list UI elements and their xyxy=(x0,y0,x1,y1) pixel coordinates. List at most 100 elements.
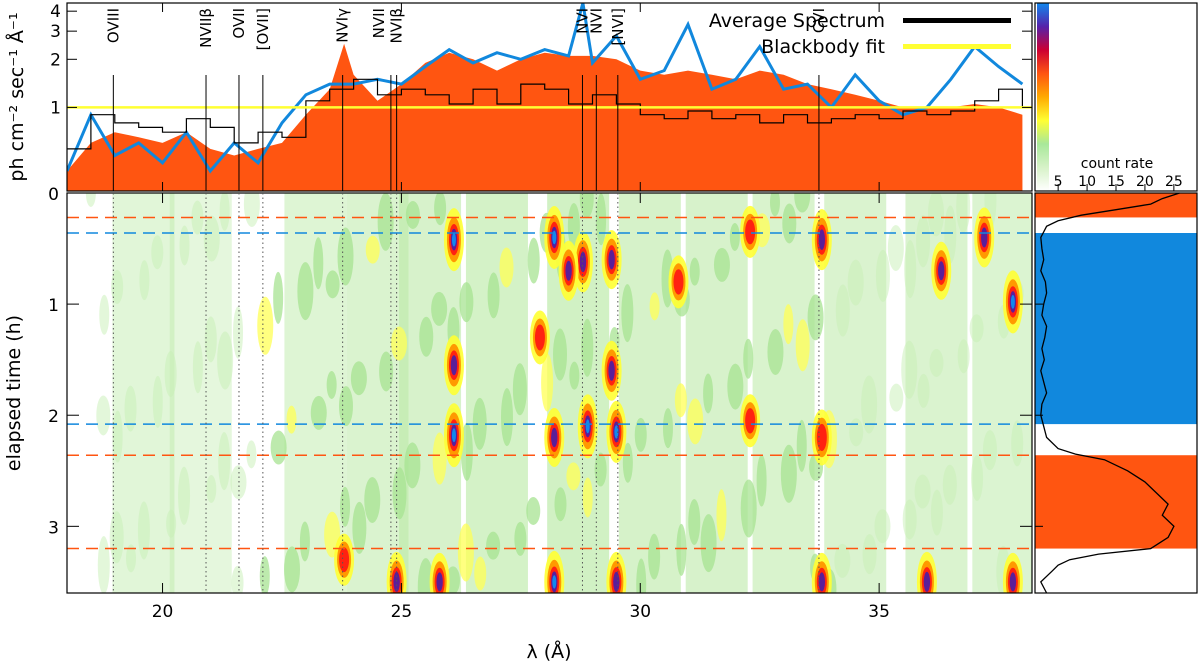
heatmap-hotspot-peak xyxy=(451,232,456,247)
heatmap-texture-blob xyxy=(581,318,594,377)
heatmap-texture-blob xyxy=(700,514,717,573)
light-curve-frame xyxy=(1034,192,1198,594)
heatmap-x-axis-title: λ (Å) xyxy=(526,640,571,663)
heatmap-texture-blob xyxy=(206,475,217,503)
heatmap-hotspot-core xyxy=(613,571,620,592)
heatmap-texture-blob xyxy=(756,454,767,507)
heatmap-texture-blob xyxy=(337,227,354,286)
heatmap-texture-blob xyxy=(219,193,230,231)
heatmap-texture-blob xyxy=(419,316,434,357)
heatmap-texture-blob xyxy=(916,215,931,268)
heatmap-texture-blob xyxy=(246,440,257,469)
line-id-label: NVI xyxy=(587,8,605,34)
heatmap-texture-blob xyxy=(96,395,111,436)
heatmap-texture-blob xyxy=(729,223,740,251)
heatmap-hotspot-peak xyxy=(1010,295,1015,309)
spectrum-y-tick-label: 2 xyxy=(50,50,61,70)
heatmap-texture-blob xyxy=(713,247,730,282)
heatmap-x-tick-label: 20 xyxy=(152,602,174,622)
heatmap-texture-blob xyxy=(969,314,984,343)
heatmap-texture-blob xyxy=(887,225,904,271)
heatmap-texture-blob xyxy=(942,464,957,505)
heatmap-texture-blob xyxy=(124,385,137,432)
heatmap-texture-blob xyxy=(594,452,607,487)
spectrum-y-tick-label: 4 xyxy=(50,2,61,22)
heatmap-texture-blob xyxy=(807,294,824,341)
heatmap-texture-blob xyxy=(500,388,513,447)
heatmap-x-tick-label: 25 xyxy=(391,602,413,622)
heatmap-texture-blob xyxy=(783,304,794,345)
heatmap-texture-blob xyxy=(431,291,448,326)
heatmap-texture-blob xyxy=(636,558,647,593)
heatmap-texture-blob xyxy=(286,405,297,434)
heatmap-texture-blob xyxy=(727,363,744,410)
heatmap-hotspot-peak xyxy=(614,425,619,439)
heatmap-texture-blob xyxy=(795,319,810,372)
heatmap-background-band xyxy=(752,193,815,593)
heatmap-texture-blob xyxy=(474,556,487,591)
light-curve-plot-area xyxy=(1035,192,1197,594)
heatmap-texture-blob xyxy=(740,479,757,538)
heatmap-texture-blob xyxy=(927,193,944,237)
line-id-label: [NVI] xyxy=(609,8,627,46)
heatmap-hotspot-mid xyxy=(673,269,684,295)
line-id-label: OVIII xyxy=(104,8,122,43)
heatmap-texture-blob xyxy=(192,341,203,394)
heatmap-texture-blob xyxy=(364,477,381,523)
heatmap-texture-blob xyxy=(780,444,797,503)
heatmap-hotspot-mid xyxy=(745,219,756,245)
heatmap-texture-blob xyxy=(392,467,407,520)
heatmap-texture-blob xyxy=(166,509,177,538)
heatmap-texture-blob xyxy=(434,193,447,226)
heatmap-texture-blob xyxy=(325,270,340,299)
heatmap-texture-blob xyxy=(957,339,970,374)
heatmap-texture-blob xyxy=(191,200,204,235)
line-id-label: OVII xyxy=(230,8,248,39)
heatmap-plot-area xyxy=(67,193,1032,593)
heatmap-texture-blob xyxy=(703,373,714,414)
heatmap-texture-blob xyxy=(486,531,501,560)
heatmap-texture-blob xyxy=(649,292,660,321)
heatmap-hotspot-peak xyxy=(552,230,557,245)
heatmap-texture-blob xyxy=(634,417,647,452)
spectrum-average-step-line xyxy=(67,78,1032,150)
heatmap-x-tick-label: 30 xyxy=(629,602,651,622)
heatmap-texture-blob xyxy=(782,203,797,244)
heatmap-background-band xyxy=(618,193,681,593)
heatmap-texture-blob xyxy=(284,546,301,593)
heatmap-texture-blob xyxy=(956,193,971,233)
heatmap-texture-blob xyxy=(137,501,150,560)
heatmap-texture-blob xyxy=(674,383,687,418)
heatmap-texture-blob xyxy=(340,486,351,527)
heatmap-hotspot-mid xyxy=(745,408,756,434)
heatmap-texture-blob xyxy=(875,249,890,302)
heatmap-texture-blob xyxy=(835,284,850,337)
heatmap-hotspot-core xyxy=(450,355,458,376)
heatmap-texture-blob xyxy=(929,349,944,377)
heatmap-hotspot-core xyxy=(551,427,558,448)
heatmap-texture-blob xyxy=(297,262,314,321)
heatmap-texture-blob xyxy=(313,237,324,290)
heatmap-hotspot-peak xyxy=(585,419,590,434)
heatmap-texture-blob xyxy=(930,489,943,536)
heatmap-texture-blob xyxy=(111,269,124,304)
heatmap-texture-blob xyxy=(676,523,687,576)
heatmap-texture-blob xyxy=(648,533,661,580)
light-curve-axes: 5 10 15 20 25 xyxy=(1035,174,1183,527)
light-curve-interval-band xyxy=(1035,455,1197,549)
heatmap-texture-blob xyxy=(85,193,96,207)
heatmap-texture-blob xyxy=(243,193,260,227)
heatmap-texture-blob xyxy=(917,373,930,408)
heatmap-texture-blob xyxy=(849,418,864,447)
heatmap-texture-blob xyxy=(579,193,594,219)
spectrum-legend: Average Spectrum Blackbody fit xyxy=(709,10,1011,58)
heatmap-texture-blob xyxy=(391,326,408,361)
heatmap-texture-blob xyxy=(553,328,568,381)
light-curve-x-tick-label: 20 xyxy=(1136,174,1154,190)
heatmap-texture-blob xyxy=(151,235,164,270)
heatmap-texture-blob xyxy=(902,499,917,540)
heatmap-texture-blob xyxy=(914,474,931,509)
heatmap-hotspot-core xyxy=(436,572,443,592)
heatmap-hotspot-core xyxy=(938,261,945,281)
